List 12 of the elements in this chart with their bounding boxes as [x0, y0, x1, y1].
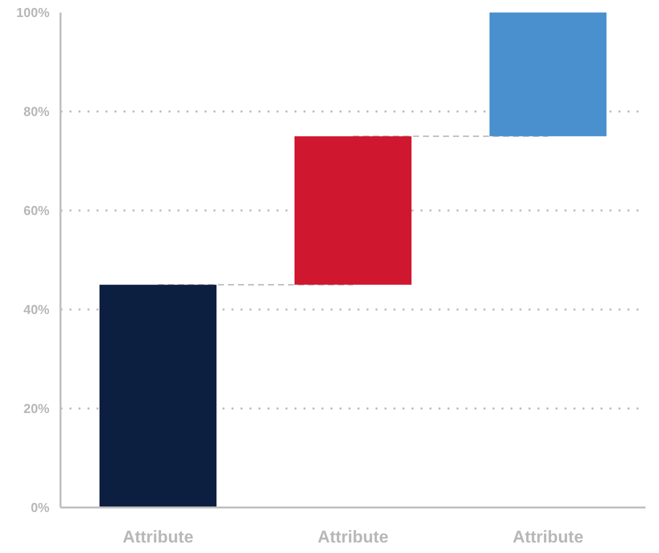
y-tick-label: 40% [23, 302, 50, 317]
y-tick-label: 60% [23, 203, 50, 218]
bar [100, 284, 216, 508]
x-tick-label: Attribute [122, 528, 194, 546]
y-tick-label: 20% [23, 401, 50, 416]
y-tick-label: 0% [30, 500, 50, 515]
x-tick-label: Attribute [512, 528, 584, 546]
bar [294, 136, 412, 285]
x-tick-label: Attribute [318, 528, 388, 546]
y-tick-label: 100% [16, 5, 50, 20]
bar [490, 12, 606, 136]
y-tick-label: 80% [23, 104, 50, 119]
